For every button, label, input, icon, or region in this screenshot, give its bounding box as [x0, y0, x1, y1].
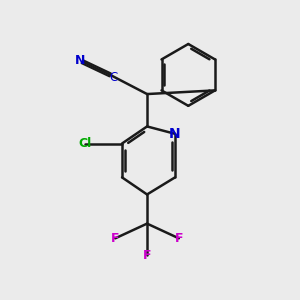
Text: Cl: Cl: [79, 137, 92, 150]
Text: F: F: [175, 232, 183, 245]
Text: N: N: [169, 127, 181, 141]
Text: C: C: [110, 71, 118, 84]
Text: F: F: [143, 249, 151, 262]
Text: N: N: [75, 54, 85, 67]
Text: F: F: [111, 232, 119, 245]
